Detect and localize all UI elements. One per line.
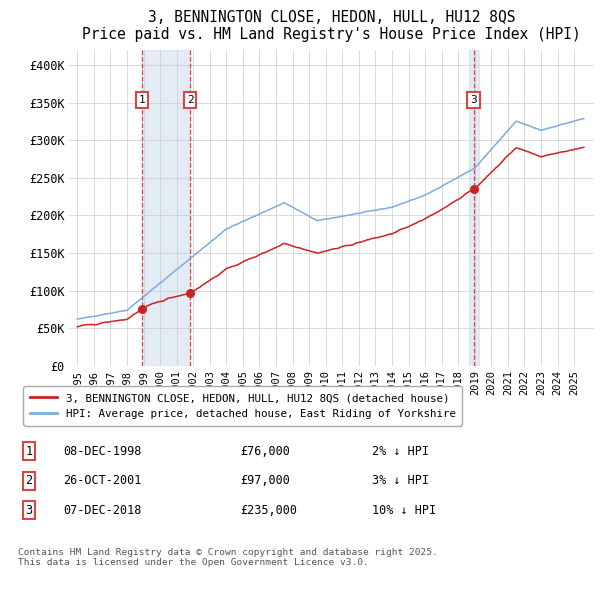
Text: 2: 2	[187, 95, 194, 105]
Text: 10% ↓ HPI: 10% ↓ HPI	[372, 504, 436, 517]
Text: 2% ↓ HPI: 2% ↓ HPI	[372, 445, 429, 458]
Text: £76,000: £76,000	[240, 445, 290, 458]
Text: 3% ↓ HPI: 3% ↓ HPI	[372, 474, 429, 487]
Bar	[142, 50, 190, 366]
Text: 07-DEC-2018: 07-DEC-2018	[63, 504, 142, 517]
Text: 26-OCT-2001: 26-OCT-2001	[63, 474, 142, 487]
Title: 3, BENNINGTON CLOSE, HEDON, HULL, HU12 8QS
Price paid vs. HM Land Registry's Hou: 3, BENNINGTON CLOSE, HEDON, HULL, HU12 8…	[82, 9, 581, 42]
Text: £97,000: £97,000	[240, 474, 290, 487]
Text: 1: 1	[139, 95, 146, 105]
Text: 3: 3	[25, 504, 32, 517]
Text: Contains HM Land Registry data © Crown copyright and database right 2025.
This d: Contains HM Land Registry data © Crown c…	[18, 548, 438, 567]
Text: 2: 2	[25, 474, 32, 487]
Text: 3: 3	[470, 95, 477, 105]
Text: 1: 1	[25, 445, 32, 458]
Legend: 3, BENNINGTON CLOSE, HEDON, HULL, HU12 8QS (detached house), HPI: Average price,: 3, BENNINGTON CLOSE, HEDON, HULL, HU12 8…	[23, 386, 462, 425]
Bar	[469, 50, 479, 366]
Text: £235,000: £235,000	[240, 504, 297, 517]
Text: 08-DEC-1998: 08-DEC-1998	[63, 445, 142, 458]
